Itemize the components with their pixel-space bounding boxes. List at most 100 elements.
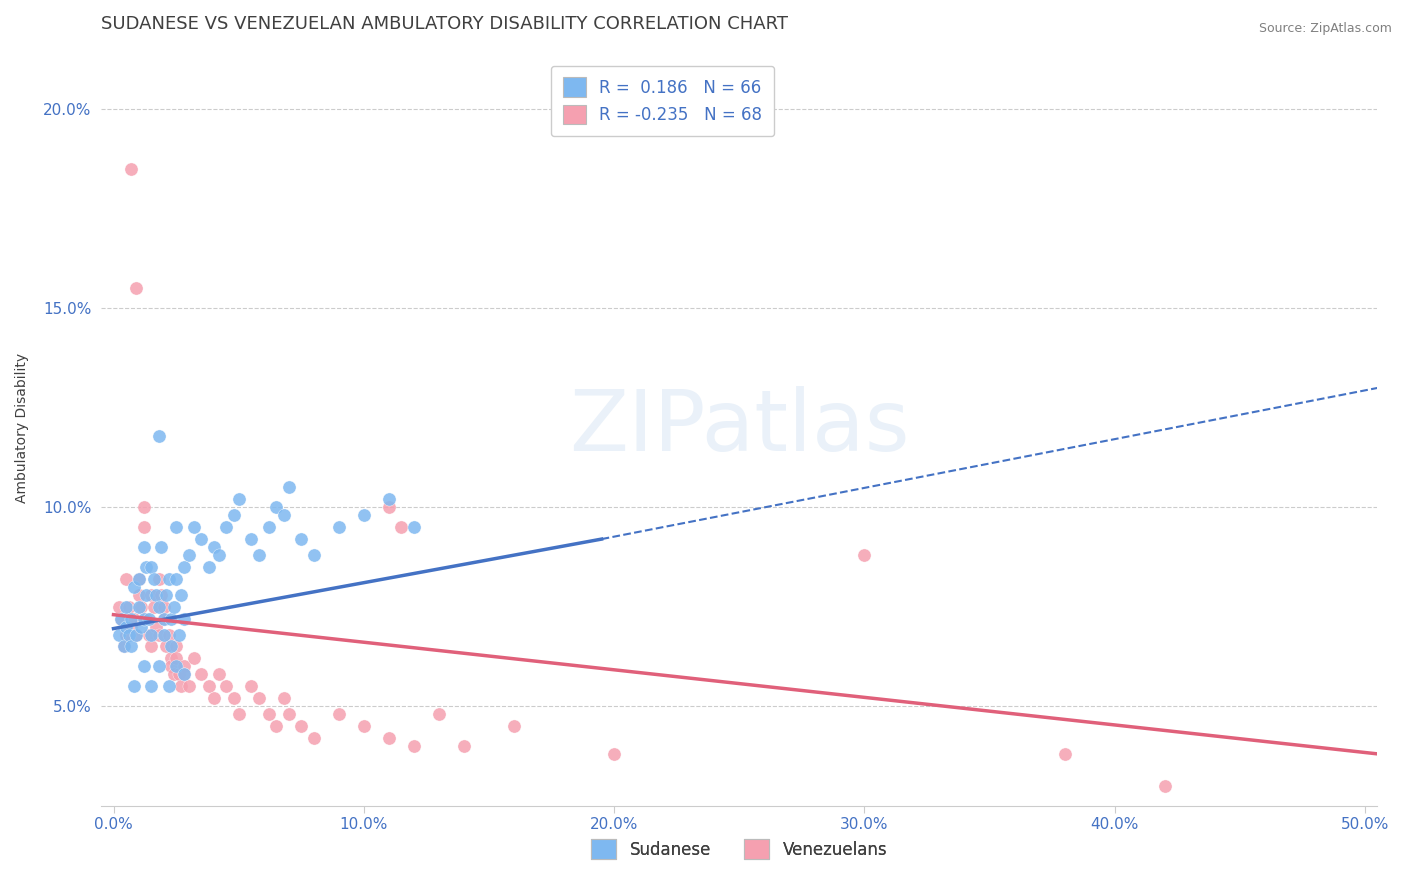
Point: [142, 599, 165, 614]
Point: [170, 679, 193, 693]
Point: [122, 679, 145, 693]
Point: [247, 691, 270, 706]
Point: [228, 492, 250, 507]
Point: [115, 619, 138, 633]
Point: [167, 667, 190, 681]
Point: [173, 612, 195, 626]
Point: [155, 640, 177, 654]
Point: [120, 640, 142, 654]
Point: [167, 627, 190, 641]
Point: [173, 560, 195, 574]
Point: [157, 679, 180, 693]
Point: [138, 612, 160, 626]
Legend: Sudanese, Venezuelans: Sudanese, Venezuelans: [585, 833, 894, 865]
Point: [157, 627, 180, 641]
Point: [125, 281, 148, 295]
Point: [215, 520, 238, 534]
Point: [129, 599, 152, 614]
Point: [132, 540, 155, 554]
Point: [302, 548, 325, 562]
Point: [135, 560, 157, 574]
Point: [162, 599, 184, 614]
Point: [115, 599, 138, 614]
Point: [453, 739, 475, 753]
Point: [150, 540, 173, 554]
Point: [115, 572, 138, 586]
Point: [207, 548, 229, 562]
Point: [155, 588, 177, 602]
Point: [162, 667, 184, 681]
Point: [603, 747, 626, 761]
Point: [173, 659, 195, 673]
Point: [148, 659, 170, 673]
Point: [132, 500, 155, 515]
Point: [190, 532, 212, 546]
Point: [257, 520, 280, 534]
Point: [125, 627, 148, 641]
Point: [132, 612, 155, 626]
Point: [197, 560, 219, 574]
Point: [170, 588, 193, 602]
Point: [148, 428, 170, 442]
Point: [145, 588, 167, 602]
Point: [290, 532, 312, 546]
Point: [122, 612, 145, 626]
Point: [120, 612, 142, 626]
Point: [117, 627, 139, 641]
Point: [273, 691, 295, 706]
Point: [302, 731, 325, 745]
Point: [125, 627, 148, 641]
Y-axis label: Ambulatory Disability: Ambulatory Disability: [15, 352, 30, 503]
Point: [129, 619, 152, 633]
Point: [257, 707, 280, 722]
Point: [128, 599, 150, 614]
Point: [117, 599, 139, 614]
Point: [160, 640, 183, 654]
Point: [503, 719, 526, 733]
Point: [139, 560, 162, 574]
Point: [139, 627, 162, 641]
Point: [128, 572, 150, 586]
Point: [152, 599, 174, 614]
Point: [165, 651, 187, 665]
Point: [183, 520, 205, 534]
Point: [112, 640, 135, 654]
Point: [132, 659, 155, 673]
Point: [148, 599, 170, 614]
Point: [110, 612, 132, 626]
Point: [165, 640, 187, 654]
Point: [183, 651, 205, 665]
Point: [353, 508, 375, 523]
Point: [222, 691, 245, 706]
Point: [139, 640, 162, 654]
Point: [378, 492, 401, 507]
Point: [402, 520, 425, 534]
Point: [122, 580, 145, 594]
Point: [107, 599, 129, 614]
Point: [152, 627, 174, 641]
Point: [1153, 779, 1175, 793]
Point: [247, 548, 270, 562]
Point: [152, 612, 174, 626]
Point: [165, 659, 187, 673]
Point: [139, 588, 162, 602]
Point: [402, 739, 425, 753]
Point: [160, 659, 183, 673]
Point: [1053, 747, 1076, 761]
Point: [273, 508, 295, 523]
Point: [120, 162, 142, 177]
Point: [165, 520, 187, 534]
Point: [853, 548, 876, 562]
Point: [264, 719, 287, 733]
Point: [328, 520, 350, 534]
Point: [228, 707, 250, 722]
Point: [207, 667, 229, 681]
Point: [173, 667, 195, 681]
Point: [353, 719, 375, 733]
Point: [132, 520, 155, 534]
Point: [378, 500, 401, 515]
Text: SUDANESE VS VENEZUELAN AMBULATORY DISABILITY CORRELATION CHART: SUDANESE VS VENEZUELAN AMBULATORY DISABI…: [101, 15, 787, 33]
Point: [115, 627, 138, 641]
Point: [264, 500, 287, 515]
Point: [138, 627, 160, 641]
